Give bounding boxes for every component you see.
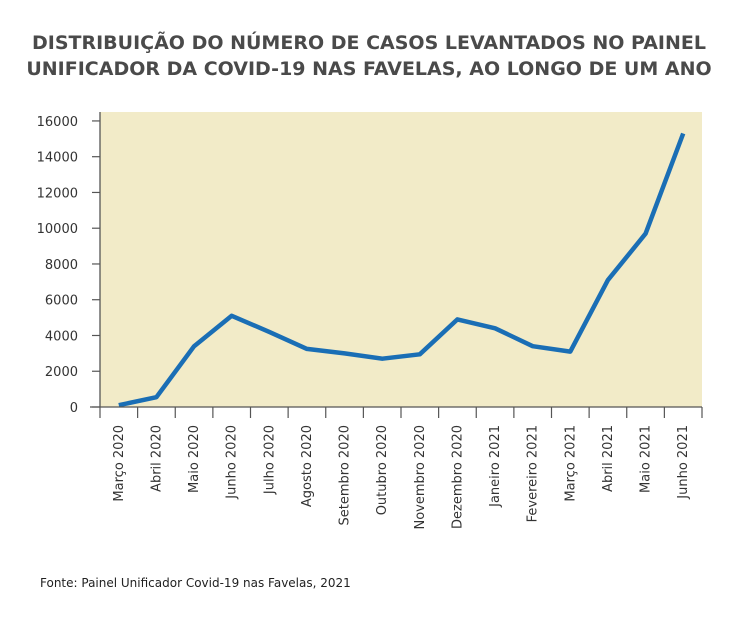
x-tick-label: Outubro 2020 [375,425,390,515]
y-tick-label: 16000 [37,115,78,130]
x-axis: Março 2020 Abril 2020 Maio 2020 Junho 2020 J… [99,407,703,530]
plot-area [100,112,702,407]
x-tick-label: Março 2020 [112,425,127,502]
x-tick-label: Julho 2020 [262,425,277,495]
y-tick-label: 10000 [37,222,78,237]
x-tick-label: Novembro 2020 [413,425,428,530]
x-tick-label: Março 2021 [563,425,578,502]
y-tick-label: 2000 [45,365,78,380]
x-tick-label: Junho 2021 [676,425,691,500]
y-tick-label: 6000 [45,294,78,309]
x-tick-label: Maio 2021 [639,425,654,493]
chart-title-line-2: UNIFICADOR DA COVID-19 NAS FAVELAS, AO L… [26,58,712,80]
source-note: Fonte: Painel Unificador Covid-19 nas Fa… [40,576,351,590]
chart-title-line-1: DISTRIBUIÇÃO DO NÚMERO DE CASOS LEVANTAD… [31,32,706,54]
y-tick-label: 12000 [37,186,78,201]
x-tick-label: Maio 2020 [187,425,202,493]
y-tick-label: 8000 [45,258,78,273]
y-tick-label: 4000 [45,329,78,344]
x-tick-label: Abril 2021 [601,425,616,492]
series-line [118,132,686,408]
x-tick-label: Junho 2020 [225,425,240,500]
series-casos [118,132,686,408]
x-tick-label: Janeiro 2021 [488,425,503,508]
y-tick-label: 0 [70,401,78,416]
x-tick-label: Setembro 2020 [338,425,353,526]
y-axis: 0 2000 4000 6000 8000 10000 12000 14000 16000 [37,115,100,416]
chart-title: DISTRIBUIÇÃO DO NÚMERO DE CASOS LEVANTAD… [0,30,738,82]
x-tick-label: Dezembro 2020 [450,425,465,529]
x-tick-label: Abril 2020 [149,425,164,492]
x-tick-label: Agosto 2020 [300,425,315,507]
y-tick-label: 14000 [37,151,78,166]
x-tick-label: Fevereiro 2021 [526,425,541,522]
